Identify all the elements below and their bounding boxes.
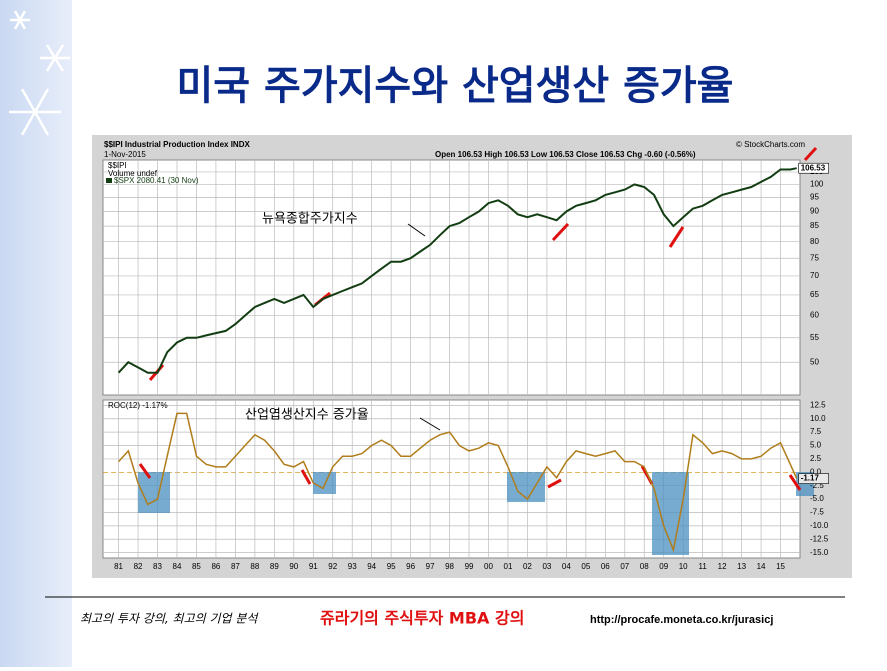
x-tick-label: 92 [328, 562, 337, 571]
top-plot [102, 159, 801, 396]
y-tick-label: 80 [810, 237, 819, 246]
x-tick-label: 04 [562, 562, 571, 571]
annotation-pointer [419, 417, 441, 431]
y-tick-label: 65 [810, 290, 819, 299]
y-tick-label: 60 [810, 311, 819, 320]
series-line [118, 412, 798, 553]
shaded-regions [138, 472, 814, 555]
annotation-pointer [407, 223, 426, 237]
y-tick-label: 12.5 [810, 400, 826, 409]
y-tick-label: 7.5 [810, 427, 822, 436]
x-tick-label: 89 [270, 562, 279, 571]
y-tick-label: 100 [810, 180, 824, 189]
value-label-box [798, 473, 829, 484]
y-tick-label: 85 [810, 221, 819, 230]
quote: Open 106.53 High 106.53 Low 106.53 Close… [435, 150, 696, 159]
y-tick-label: -5.0 [810, 494, 824, 503]
x-tick-label: 14 [757, 562, 766, 571]
footer-url: http://procafe.moneta.co.kr/jurasicj [590, 614, 773, 626]
legend-swatch [106, 178, 112, 183]
y-tick-label: -15.0 [810, 548, 829, 557]
y-tick-label: 70 [810, 271, 819, 280]
footer-left: 최고의 투자 강의, 최고의 기업 분석 [80, 612, 259, 626]
side-band [0, 0, 72, 667]
snowflakes [9, 10, 70, 136]
x-tick-label: 91 [309, 562, 318, 571]
bottom-plot [102, 399, 801, 559]
series-line [117, 167, 797, 374]
x-tick-label: 94 [367, 562, 376, 571]
value-label: 106.53 [801, 163, 826, 172]
x-tick-label: 88 [250, 562, 259, 571]
x-tick-label: 08 [640, 562, 649, 571]
x-tick-label: 02 [523, 562, 532, 571]
x-tick-label: 95 [387, 562, 396, 571]
y-tick-label: -10.0 [810, 521, 829, 530]
annotation: 뉴욕종합주가지수 [262, 212, 358, 227]
y-tick-label: 95 [810, 193, 819, 202]
x-tick-label: 10 [679, 562, 688, 571]
chart-header: $$IPI Industrial Production Index INDX [104, 140, 250, 149]
x-tick-label: 13 [737, 562, 746, 571]
x-tick-label: 81 [114, 562, 123, 571]
x-tick-label: 05 [581, 562, 590, 571]
x-tick-label: 15 [776, 562, 785, 571]
x-tick-label: 11 [698, 562, 707, 571]
x-tick-label: 09 [659, 562, 668, 571]
x-tick-label: 86 [211, 562, 220, 571]
y-tick-label: 90 [810, 207, 819, 216]
y-tick-label: 75 [810, 253, 819, 262]
footer-mid: 쥬라기의 주식투자 MBA 강의 [320, 609, 524, 628]
x-tick-label: 03 [542, 562, 551, 571]
y-tick-label: 55 [810, 333, 819, 342]
annotation: 산업엽생산지수 증가율 [245, 408, 369, 423]
y-tick-label: 0.0 [810, 467, 822, 476]
value-label: -1.17 [801, 474, 820, 483]
slide-title: 미국 주가지수와 산업생산 증가율 [177, 63, 734, 109]
date: 1-Nov-2015 [104, 150, 146, 159]
source: © StockCharts.com [736, 140, 805, 149]
x-tick-label: 01 [504, 562, 513, 571]
x-tick-label: 06 [601, 562, 610, 571]
x-tick-label: 99 [465, 562, 474, 571]
y-tick-label: -2.5 [810, 481, 824, 490]
x-tick-label: 97 [426, 562, 435, 571]
x-tick-label: 83 [153, 562, 162, 571]
legend-label: $SPX 2080.41 (30 Nov) [114, 176, 199, 185]
x-tick-label: 98 [445, 562, 454, 571]
x-tick-label: 00 [484, 562, 493, 571]
symbol: $$IPI [108, 161, 127, 170]
y-tick-label: -12.5 [810, 534, 829, 543]
x-tick-label: 84 [173, 562, 182, 571]
volume: Volume undef [108, 169, 158, 178]
x-tick-label: 90 [289, 562, 298, 571]
y-tick-label: -7.5 [810, 508, 824, 517]
x-tick-label: 82 [134, 562, 143, 571]
x-tick-label: 85 [192, 562, 201, 571]
x-tick-label: 12 [718, 562, 727, 571]
y-tick-label: 50 [810, 357, 819, 366]
x-tick-label: 96 [406, 562, 415, 571]
y-tick-label: 2.5 [810, 454, 822, 463]
y-tick-label: 10.0 [810, 414, 826, 423]
x-tick-label: 07 [620, 562, 629, 571]
y-tick-label: 5.0 [810, 441, 822, 450]
value-label-box [798, 162, 829, 174]
legend-label: ROC(12) -1.17% [108, 401, 168, 410]
x-tick-label: 93 [348, 562, 357, 571]
x-tick-label: 87 [231, 562, 240, 571]
